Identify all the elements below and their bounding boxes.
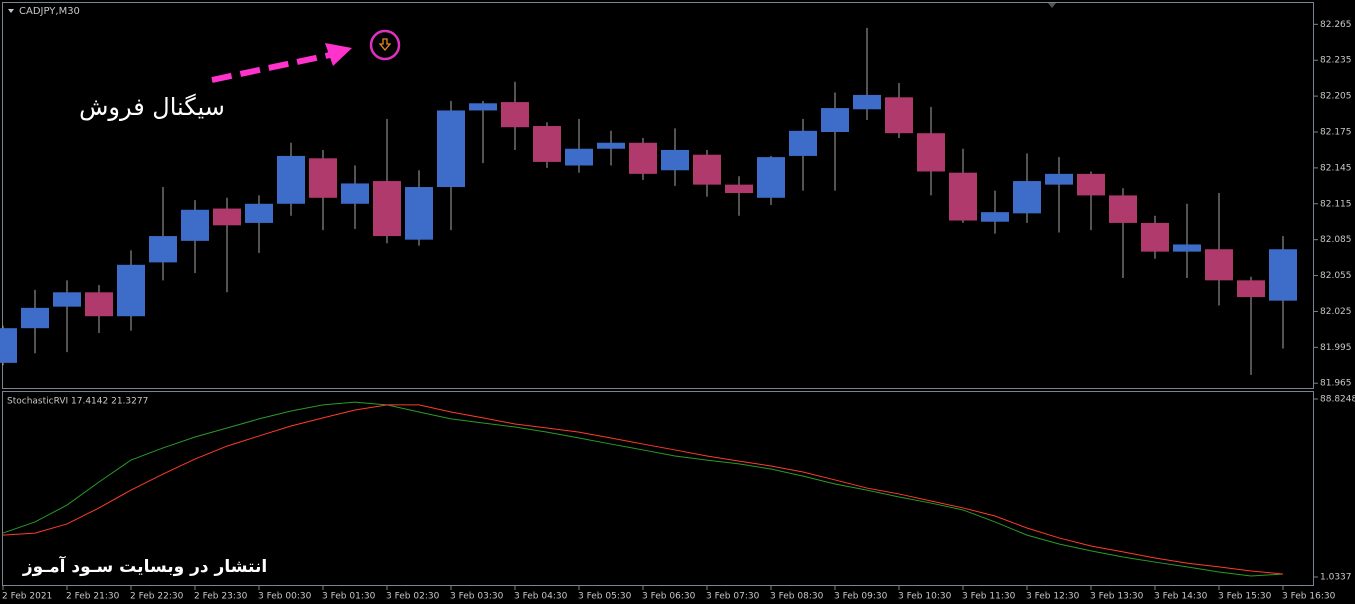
x-tick-label: 2 Feb 2021 (2, 592, 52, 602)
y-tick-label: 82.145 (1320, 163, 1352, 173)
signal-arrow-head (325, 43, 352, 66)
x-tick-label: 3 Feb 11:30 (962, 592, 1016, 602)
candle-body (629, 142, 657, 174)
candle-body (917, 133, 945, 172)
candle-body (341, 183, 369, 204)
candle-body (757, 157, 785, 198)
y-tick-label: 82.205 (1320, 92, 1352, 102)
y-tick-label: 82.055 (1320, 271, 1352, 281)
candle-body (693, 154, 721, 185)
signal-arrow-shaft (211, 52, 331, 83)
signal-annotation: سیگنال فروش (79, 93, 225, 121)
candle-body (181, 209, 209, 241)
candle-body (309, 158, 337, 198)
candle-body (213, 208, 241, 226)
x-tick-label: 3 Feb 10:30 (898, 592, 952, 602)
candle-body (949, 172, 977, 221)
candle-body (1077, 173, 1105, 196)
candle-body (245, 203, 273, 223)
candle-body (885, 97, 913, 134)
y-tick-label: 82.265 (1320, 20, 1352, 30)
x-tick-label: 3 Feb 15:30 (1218, 592, 1272, 602)
candle-body (1045, 173, 1073, 185)
y-tick-label: 82.025 (1320, 307, 1352, 317)
indicator-panel-frame (2, 391, 1314, 586)
candle-body (661, 149, 689, 171)
x-tick-label: 3 Feb 00:30 (258, 592, 312, 602)
price-panel-frame (2, 2, 1314, 389)
candle-body (437, 110, 465, 188)
x-tick-label: 3 Feb 05:30 (578, 592, 632, 602)
candle-body (725, 184, 753, 194)
candle-body (469, 103, 497, 111)
x-tick-label: 3 Feb 13:30 (1090, 592, 1144, 602)
y-tick-label: 82.115 (1320, 199, 1352, 209)
candle-body (1109, 195, 1137, 223)
candle-body (501, 102, 529, 128)
candle-body (1013, 181, 1041, 214)
x-tick-label: 3 Feb 12:30 (1026, 592, 1080, 602)
x-tick-label: 2 Feb 22:30 (130, 592, 184, 602)
sell-signal-icon (378, 38, 392, 52)
x-tick-label: 2 Feb 23:30 (194, 592, 248, 602)
x-tick-label: 3 Feb 02:30 (386, 592, 440, 602)
indicator-title: StochasticRVI 17.4142 21.3277 (7, 397, 148, 407)
candle-body (789, 130, 817, 156)
watermark: انتشار در وبسایت سـود آمـوز (22, 555, 267, 577)
candle-body (277, 155, 305, 204)
y-tick-label: 81.995 (1320, 343, 1352, 353)
x-tick-label: 3 Feb 01:30 (322, 592, 376, 602)
x-tick-label: 2 Feb 21:30 (66, 592, 120, 602)
candle-body (1269, 249, 1297, 301)
x-tick-label: 3 Feb 07:30 (706, 592, 760, 602)
candle-body (1205, 249, 1233, 281)
candle-body (1173, 244, 1201, 252)
x-tick-label: 3 Feb 06:30 (642, 592, 696, 602)
shift-marker (1048, 3, 1056, 8)
y-tick-label: 82.175 (1320, 128, 1352, 138)
x-tick-label: 3 Feb 08:30 (770, 592, 824, 602)
candle-body (597, 142, 625, 149)
y-tick-label: 88.8248 (1320, 394, 1355, 404)
x-tick-label: 3 Feb 09:30 (834, 592, 888, 602)
candle-body (85, 292, 113, 317)
y-tick-label: 81.965 (1320, 379, 1352, 389)
candle-body (981, 212, 1009, 222)
x-tick-label: 3 Feb 14:30 (1154, 592, 1208, 602)
candle-body (1141, 222, 1169, 252)
symbol-label: CADJPY,M30 (19, 6, 80, 17)
x-tick-label: 3 Feb 03:30 (450, 592, 504, 602)
candle-body (853, 94, 881, 110)
candle-body (117, 264, 145, 317)
indicator-line (2, 401, 1284, 577)
candle-body (565, 148, 593, 166)
y-tick-label: 82.085 (1320, 235, 1352, 245)
candle-body (0, 328, 17, 363)
candle-body (53, 292, 81, 307)
y-tick-label: 82.235 (1320, 56, 1352, 66)
x-tick-label: 3 Feb 16:30 (1282, 592, 1336, 602)
candle-body (149, 236, 177, 263)
y-tick-label: 1.0337 (1320, 572, 1352, 582)
candle-body (373, 181, 401, 237)
indicator-line (2, 404, 1284, 575)
candle-body (821, 108, 849, 132)
candle-body (1237, 280, 1265, 298)
candle-body (533, 126, 561, 162)
candle-body (21, 307, 49, 329)
signal-circle (369, 29, 401, 61)
symbol-menu-icon[interactable] (8, 9, 14, 13)
candle-body (405, 187, 433, 240)
x-tick-label: 3 Feb 04:30 (514, 592, 568, 602)
